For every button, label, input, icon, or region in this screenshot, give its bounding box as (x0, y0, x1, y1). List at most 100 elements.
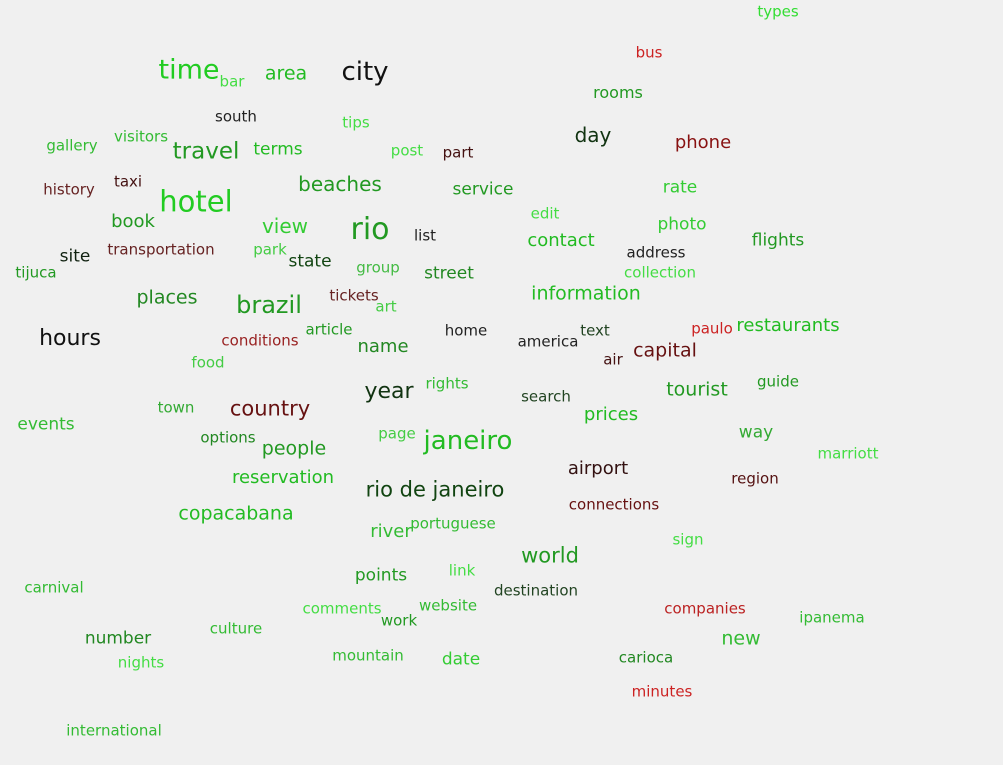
word-tips: tips (342, 113, 370, 132)
word-street: street (424, 263, 474, 284)
word-capital: capital (633, 339, 697, 362)
word-carnival: carnival (24, 578, 84, 597)
word-way: way (738, 422, 774, 443)
word-rights: rights (425, 374, 469, 393)
word-hours: hours (39, 326, 101, 351)
word-rate: rate (662, 177, 698, 198)
word-contact: contact (527, 230, 595, 251)
word-air: air (603, 350, 623, 369)
word-bar: bar (219, 72, 245, 91)
word-companies: companies (664, 599, 746, 618)
word-taxi: taxi (113, 172, 143, 191)
word-comments: comments (302, 599, 382, 618)
word-city: city (341, 57, 389, 87)
word-search: search (521, 387, 571, 406)
word-international: international (66, 721, 162, 740)
word-america: america (517, 332, 579, 351)
word-people: people (261, 437, 327, 460)
word-book: book (111, 211, 155, 232)
word-area: area (264, 62, 308, 85)
word-name: name (357, 336, 409, 357)
word-terms: terms (253, 139, 303, 160)
word-marriott: marriott (817, 444, 879, 463)
word-service: service (452, 179, 514, 200)
word-airport: airport (567, 458, 629, 479)
word-work: work (380, 611, 418, 630)
word-restaurants: restaurants (736, 315, 840, 336)
word-culture: culture (209, 619, 263, 638)
word-art: art (375, 297, 397, 316)
word-home: home (444, 321, 488, 340)
word-text: text (580, 321, 610, 340)
word-points: points (354, 565, 408, 586)
word-transportation: transportation (107, 240, 215, 259)
word-reservation: reservation (231, 467, 335, 488)
word-link: link (448, 561, 476, 580)
word-mountain: mountain (332, 646, 404, 665)
word-list: list (413, 226, 437, 245)
word-ipanema: ipanema (799, 608, 865, 627)
word-guide: guide (757, 372, 799, 391)
word-tickets: tickets (329, 286, 379, 305)
word-events: events (17, 414, 75, 435)
word-phone: phone (674, 132, 732, 153)
word-travel: travel (172, 138, 240, 165)
word-prices: prices (583, 404, 639, 425)
word-post: post (390, 141, 424, 160)
word-rooms: rooms (593, 83, 643, 102)
word-number: number (84, 628, 152, 649)
word-collection: collection (624, 263, 696, 282)
word-sign: sign (672, 530, 704, 549)
word-nights: nights (117, 653, 165, 672)
word-new: new (721, 627, 761, 650)
word-bus: bus (635, 43, 663, 62)
word-places: places (136, 286, 198, 309)
word-food: food (191, 353, 225, 372)
word-options: options (200, 428, 256, 447)
word-website: website (418, 596, 478, 615)
word-destination: destination (493, 581, 579, 600)
word-brazil: brazil (236, 291, 302, 319)
word-part: part (442, 143, 474, 162)
word-janeiro: janeiro (423, 426, 513, 456)
word-copacabana: copacabana (178, 502, 294, 525)
word-address: address (626, 243, 686, 262)
word-tijuca: tijuca (15, 263, 57, 282)
word-photo: photo (657, 214, 707, 235)
word-visitors: visitors (113, 127, 169, 146)
word-connections: connections (568, 495, 660, 514)
word-date: date (441, 649, 481, 670)
word-year: year (364, 379, 414, 404)
word-world: world (521, 543, 579, 568)
word-edit: edit (530, 204, 560, 223)
word-types: types (757, 2, 799, 21)
word-flights: flights (751, 230, 805, 251)
word-rio-de-janeiro: rio de janeiro (365, 477, 505, 502)
word-rio: rio (350, 212, 390, 247)
word-article: article (305, 320, 353, 339)
word-information: information (531, 282, 641, 305)
word-beaches: beaches (298, 172, 382, 196)
word-site: site (59, 246, 91, 267)
word-paulo: paulo (691, 319, 733, 338)
word-time: time (158, 54, 220, 86)
word-hotel: hotel (159, 184, 233, 219)
word-history: history (43, 180, 95, 199)
word-day: day (574, 123, 612, 147)
word-carioca: carioca (618, 648, 674, 667)
word-page: page (378, 424, 416, 443)
word-town: town (157, 398, 195, 417)
word-portuguese: portuguese (410, 514, 496, 533)
word-state: state (288, 251, 332, 272)
word-gallery: gallery (46, 136, 98, 155)
word-park: park (253, 240, 287, 259)
word-group: group (356, 258, 400, 277)
word-river: river (370, 521, 412, 542)
word-minutes: minutes (631, 682, 693, 701)
word-country: country (229, 396, 311, 421)
word-view: view (261, 214, 309, 238)
word-south: south (215, 107, 257, 126)
word-conditions: conditions (221, 331, 299, 350)
word-region: region (731, 469, 779, 488)
